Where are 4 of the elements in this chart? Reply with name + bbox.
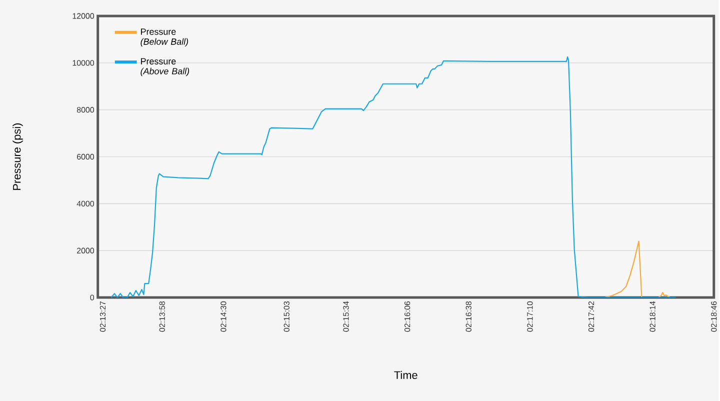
legend-label: Pressure (Below Ball) [140,28,188,46]
y-axis-title: Pressure (psi) [12,123,23,190]
legend-label: Pressure (Above Ball) [140,58,190,76]
x-axis-title: Time [394,370,418,379]
